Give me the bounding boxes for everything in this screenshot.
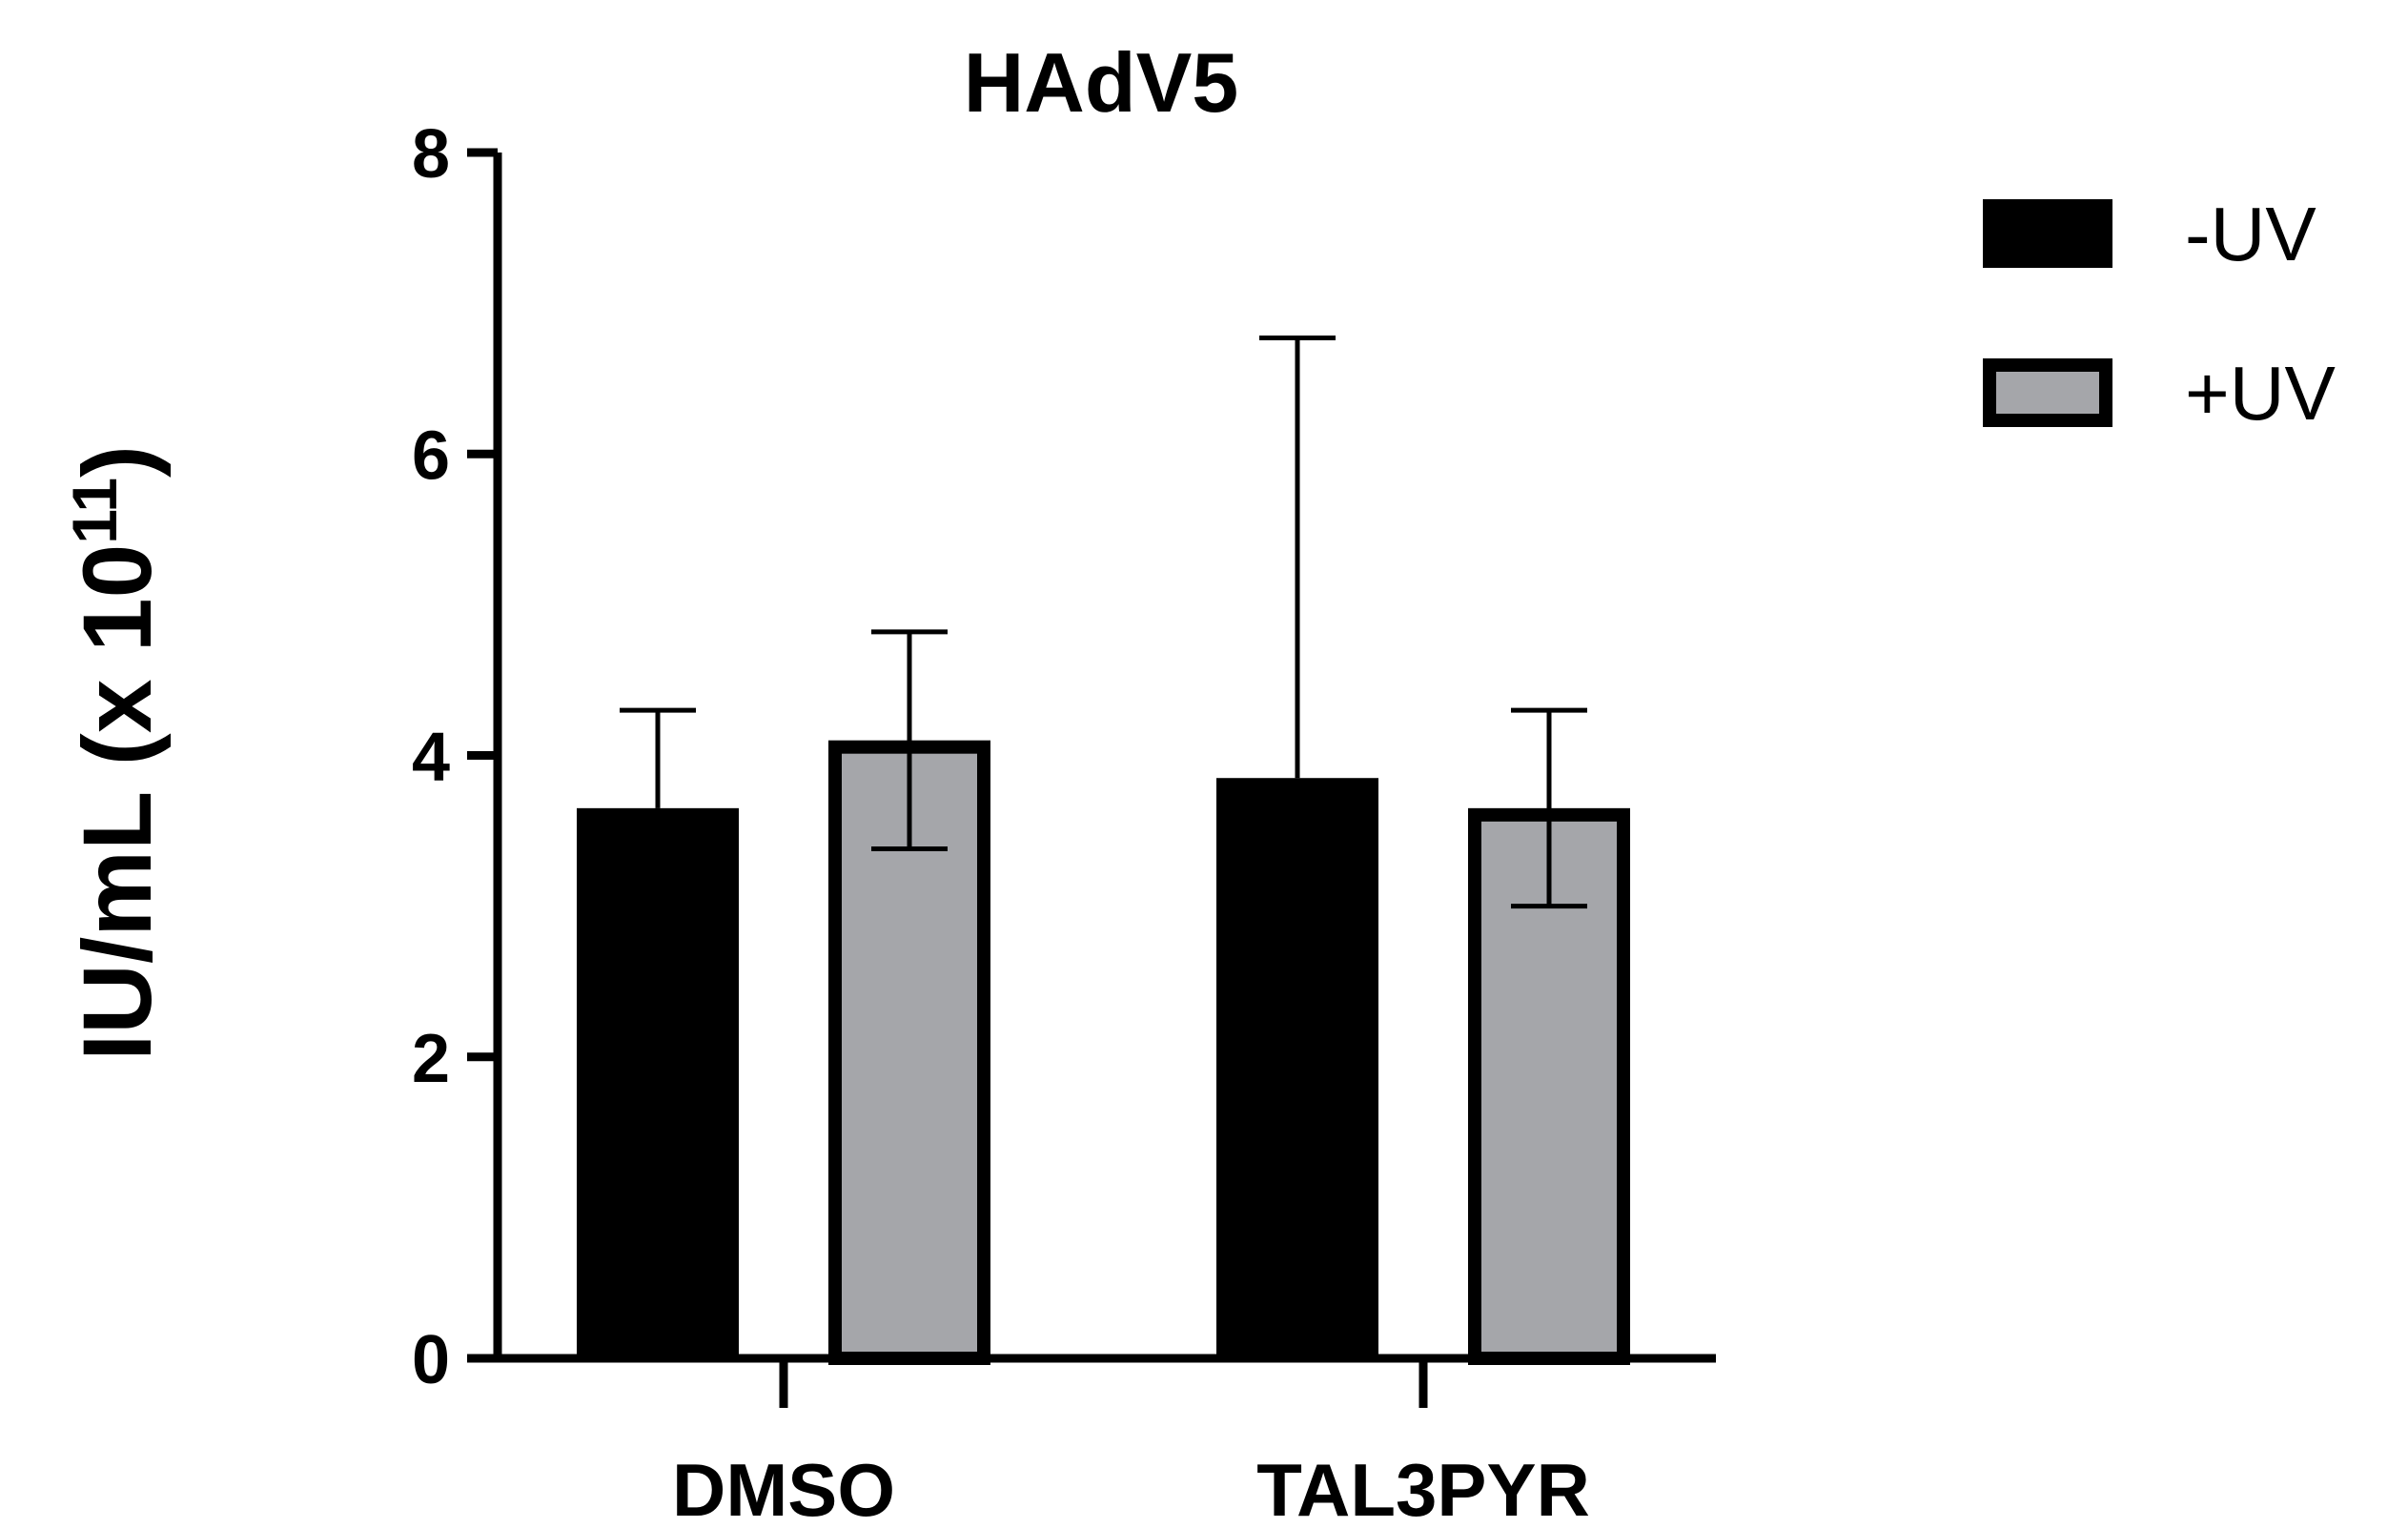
error-bars [620, 335, 1587, 909]
y-tick-label: 2 [412, 1021, 450, 1097]
y-axis-label-prefix: IU/mL (x 10 [63, 544, 172, 1061]
y-tick-label: 4 [412, 720, 450, 796]
y-axis-ticks: 0 2 4 6 8 [412, 116, 498, 1398]
y-tick-label: 0 [412, 1322, 450, 1398]
bar-dmso-minus-uv [577, 807, 739, 1358]
bars [577, 740, 1630, 1365]
y-tick-label: 6 [412, 418, 450, 494]
bar-tal3pyr-minus-uv [1216, 778, 1378, 1358]
x-tick-label: DMSO [672, 1448, 895, 1528]
y-axis-label-suffix: ) [63, 445, 172, 478]
error-bar [620, 707, 696, 808]
legend: -UV +UV [1983, 192, 2336, 436]
error-bar [1511, 707, 1587, 909]
error-bar [871, 629, 948, 852]
x-axis-ticks: DMSO TAL3PYR [672, 1358, 1590, 1528]
x-tick-label: TAL3PYR [1256, 1448, 1590, 1528]
error-bar [1259, 335, 1336, 779]
legend-label-minus-uv: -UV [2185, 192, 2316, 276]
legend-swatch-minus-uv [1983, 199, 2112, 268]
y-axis-label: IU/mL (x 1011) [59, 445, 172, 1061]
y-tick-label: 8 [412, 116, 450, 193]
legend-label-plus-uv: +UV [2185, 351, 2336, 436]
chart-title: HAdV5 [964, 35, 1239, 130]
legend-swatch-plus-uv [1983, 358, 2112, 427]
y-axis-label-superscript: 11 [59, 478, 130, 544]
